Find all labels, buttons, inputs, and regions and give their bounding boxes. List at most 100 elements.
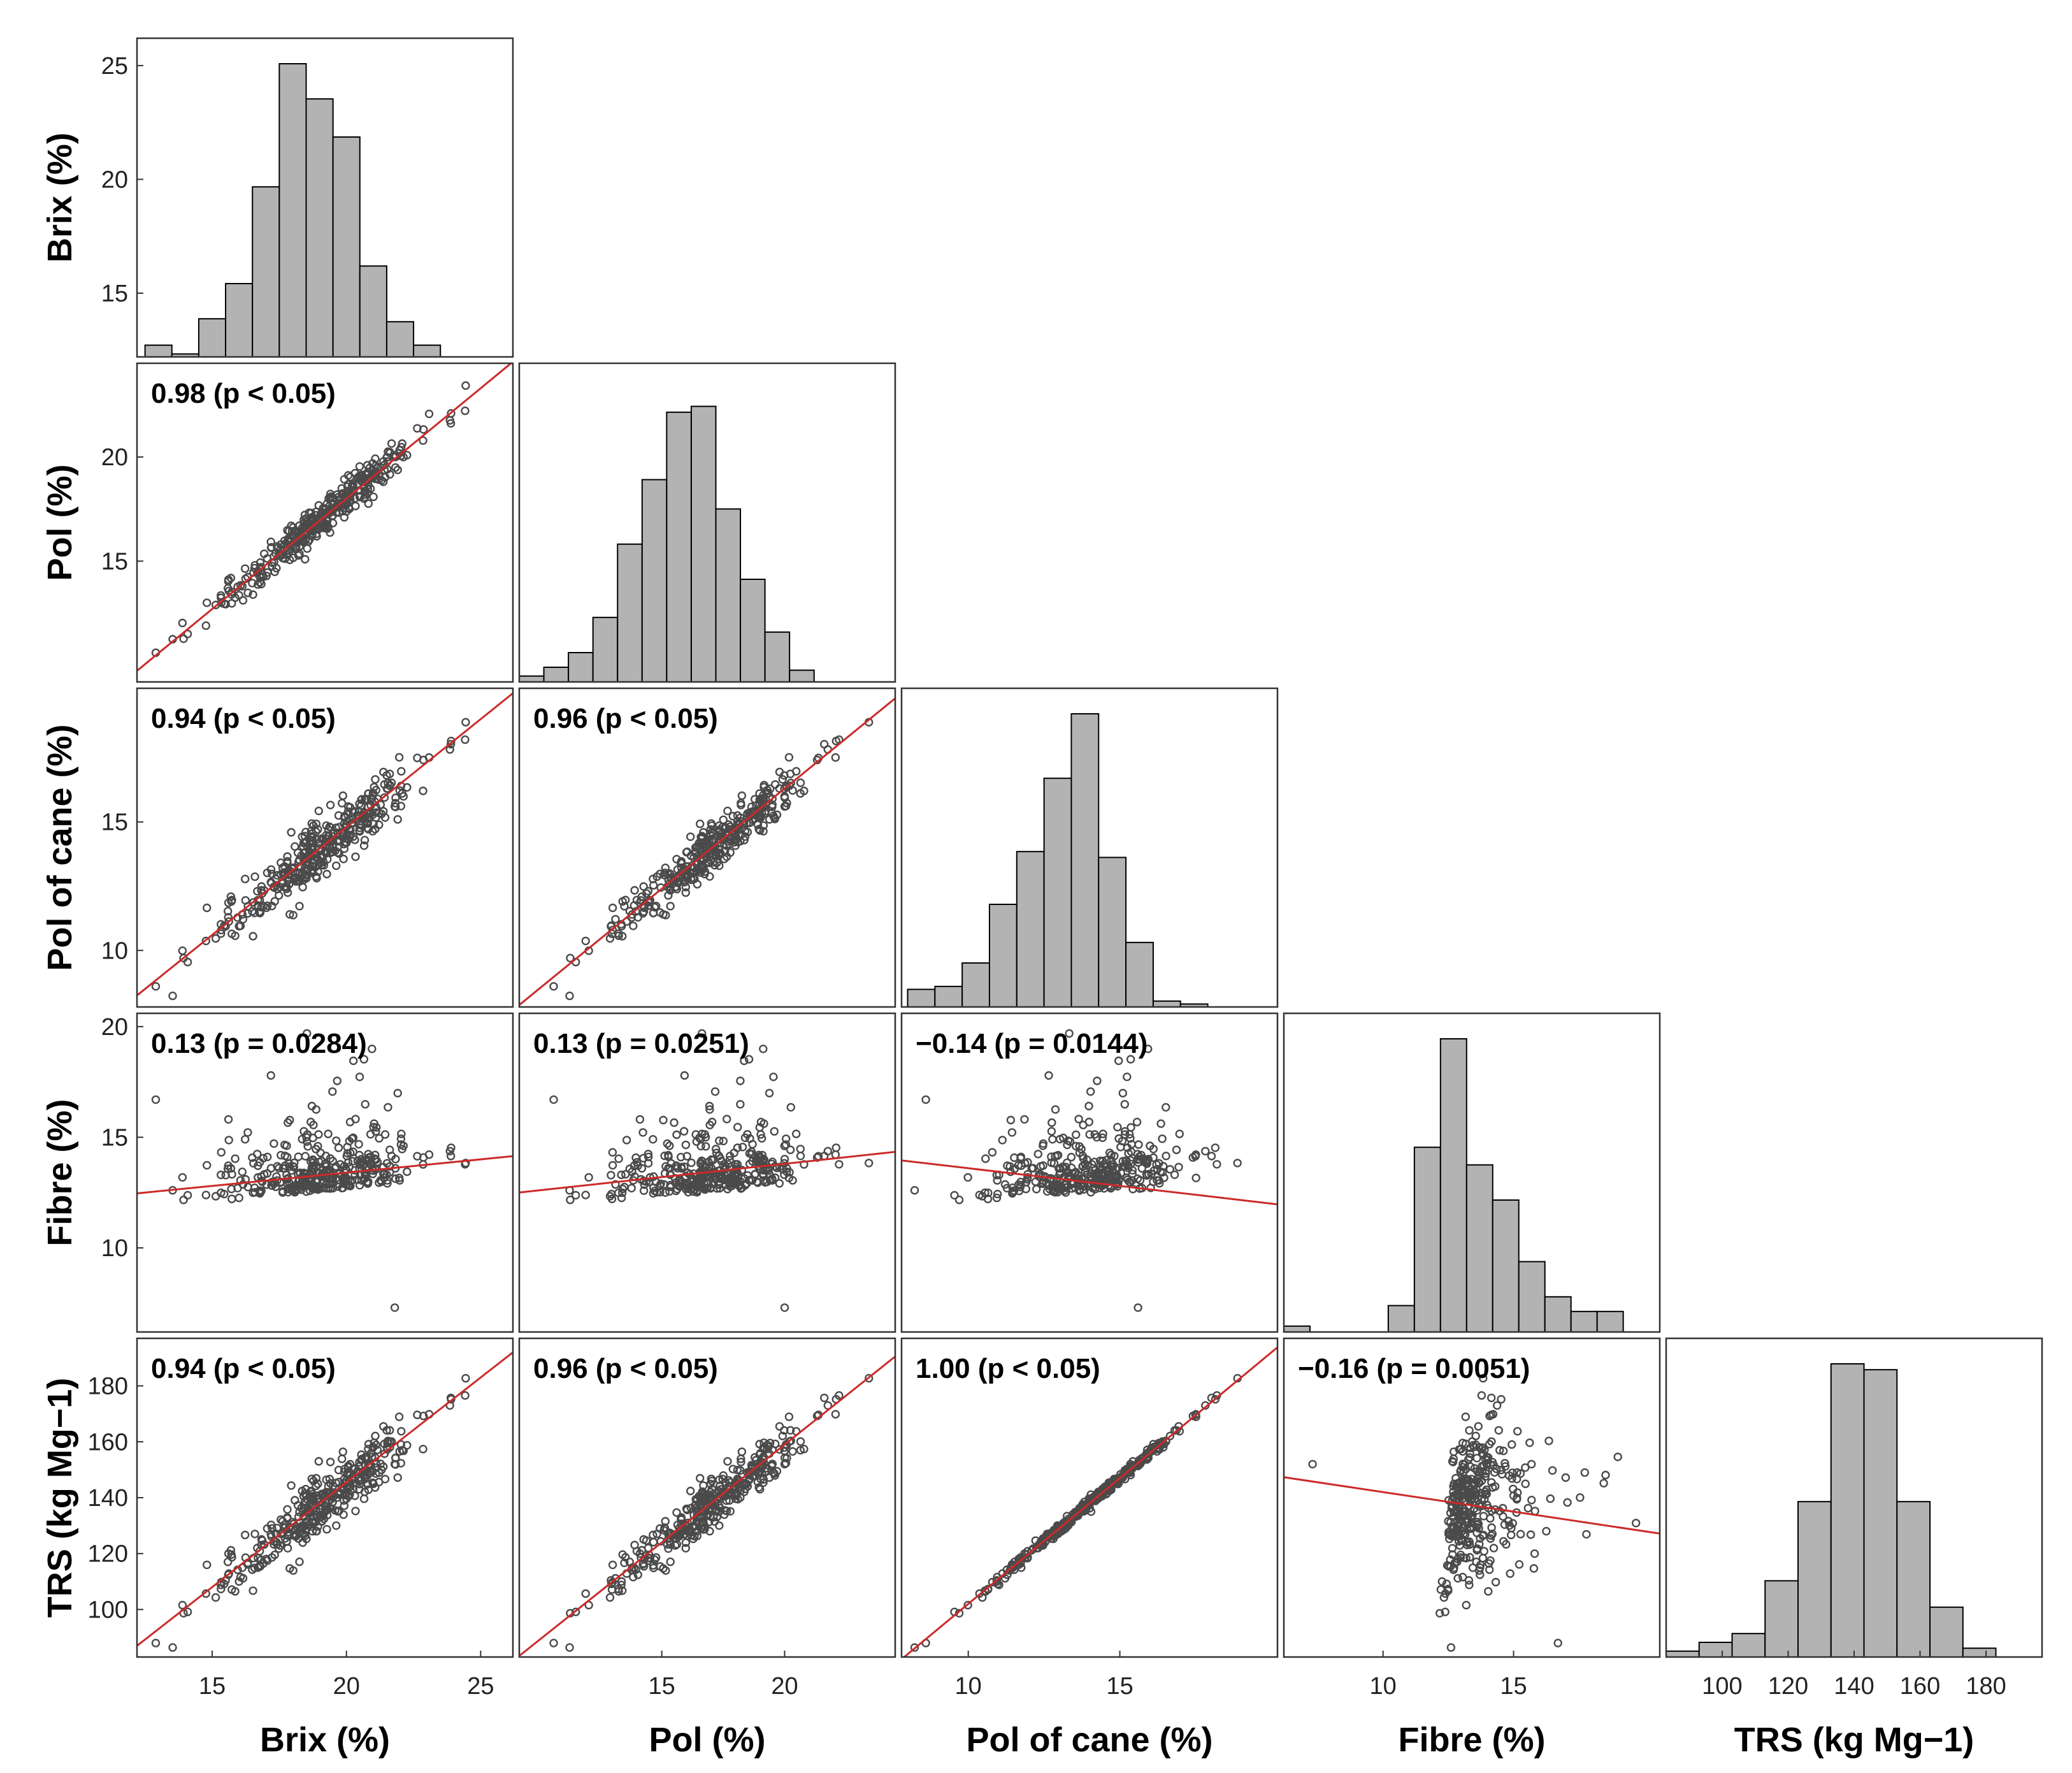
panel-trs-vs-brix: 0.94 (p < 0.05) 100 120 140 160 180 15 20 25 <box>88 1337 514 1700</box>
x-tick-label: 15 <box>649 1673 675 1700</box>
scatter-point <box>649 1537 658 1547</box>
scatter-point <box>248 932 257 941</box>
scatter-point <box>621 1169 630 1179</box>
scatter-point <box>649 881 658 890</box>
correlation-label: −0.14 (p = 0.0144) <box>916 1028 1148 1059</box>
scatter-point <box>1495 1445 1504 1455</box>
scatter-point <box>1521 1463 1530 1472</box>
scatter-point <box>993 1176 1002 1185</box>
scatter-point <box>1023 1173 1032 1182</box>
scatter-point <box>770 1162 779 1171</box>
scatter-point <box>1038 1179 1047 1189</box>
scatter-point <box>1081 1164 1090 1173</box>
scatter-point <box>638 1128 647 1137</box>
scatter-point <box>298 883 307 892</box>
scatter-point <box>1134 1140 1143 1149</box>
scatter-point <box>217 929 226 938</box>
scatter-point <box>371 785 380 795</box>
scatter-point <box>344 834 353 844</box>
hist-bar-pol <box>641 479 668 682</box>
scatter-point <box>352 1175 362 1184</box>
scatter-point <box>359 1055 368 1064</box>
scatter-point <box>719 1136 728 1146</box>
scatter-point <box>263 1152 272 1162</box>
scatter-point <box>753 1469 763 1478</box>
scatter-point <box>1188 1153 1198 1162</box>
scatter-point <box>297 851 306 860</box>
scatter-point <box>1468 1510 1477 1520</box>
scatter-point <box>178 1173 187 1182</box>
scatter-point <box>282 1141 291 1150</box>
scatter-point <box>649 1172 658 1181</box>
scatter-point <box>338 1183 347 1192</box>
scatter-point <box>1494 1426 1504 1435</box>
scatter-point <box>1464 1493 1473 1502</box>
scatter-point <box>275 1164 284 1173</box>
scatter-point <box>364 1153 373 1162</box>
scatter-point <box>761 807 770 816</box>
scatter-point <box>737 1447 747 1456</box>
scatter-point <box>349 1157 357 1166</box>
scatter-point <box>283 857 292 866</box>
scatter-point <box>283 1179 292 1189</box>
scatter-point <box>324 507 333 517</box>
scatter-point <box>738 817 747 826</box>
scatter-point <box>703 1183 712 1192</box>
scatter-point <box>391 793 400 802</box>
scatter-point <box>1078 1152 1088 1161</box>
scatter-point <box>371 1469 380 1478</box>
scatter-point <box>693 879 702 889</box>
scatter-point <box>227 1194 236 1203</box>
scatter-point <box>1048 1134 1057 1144</box>
scatter-point <box>307 819 316 828</box>
scatter-point <box>178 946 187 955</box>
scatter-point <box>345 1162 354 1171</box>
scatter-point <box>1476 1570 1485 1579</box>
panel-frame <box>136 362 514 683</box>
scatter-point <box>1523 1503 1533 1513</box>
panel-frame <box>1283 1337 1661 1658</box>
scatter-point <box>549 1639 558 1647</box>
scatter-point <box>1095 1156 1105 1166</box>
scatter-point <box>711 848 720 857</box>
scatter-point <box>243 1560 252 1569</box>
y-tick-label: 20 <box>101 1014 128 1041</box>
scatter-point <box>224 906 233 916</box>
scatter-point <box>1613 1452 1622 1461</box>
scatter-point <box>661 1566 670 1575</box>
scatter-point <box>396 1134 406 1143</box>
hist-bar-fibre <box>1439 1038 1467 1332</box>
scatter-point <box>359 1494 369 1503</box>
scatter-point <box>910 1643 919 1652</box>
scatter-point <box>419 1411 428 1421</box>
scatter-point <box>461 406 470 416</box>
scatter-point <box>322 869 331 879</box>
scatter-point <box>733 1465 742 1475</box>
scatter-point <box>1444 1562 1453 1571</box>
scatter-point <box>1158 1437 1167 1446</box>
scatter-point <box>770 1469 779 1478</box>
scatter-point <box>319 508 327 517</box>
scatter-point <box>424 409 434 419</box>
scatter-point <box>584 1173 593 1182</box>
scatter-point <box>751 1169 760 1178</box>
scatter-point <box>617 1581 626 1589</box>
scatter-point <box>715 1136 724 1145</box>
scatter-point <box>266 1520 276 1530</box>
scatter-point <box>864 1159 874 1168</box>
scatter-point <box>721 1180 730 1189</box>
scatter-point <box>710 1087 720 1096</box>
scatter-point <box>384 1103 392 1112</box>
x-tick-label: 15 <box>199 1673 226 1700</box>
scatter-point <box>1149 1177 1158 1187</box>
scatter-point <box>295 549 304 558</box>
scatter-point <box>419 1444 428 1454</box>
scatter-point <box>391 1174 400 1183</box>
scatter-point <box>625 1557 634 1567</box>
scatter-point <box>618 1586 627 1595</box>
scatter-point <box>1454 1513 1464 1522</box>
scatter-point <box>307 1101 317 1111</box>
hist-bar-fibre <box>1284 1325 1311 1332</box>
scatter-point <box>1497 1394 1506 1404</box>
y-axis-title-trs: TRS (kg Mg−1) <box>41 1378 79 1618</box>
